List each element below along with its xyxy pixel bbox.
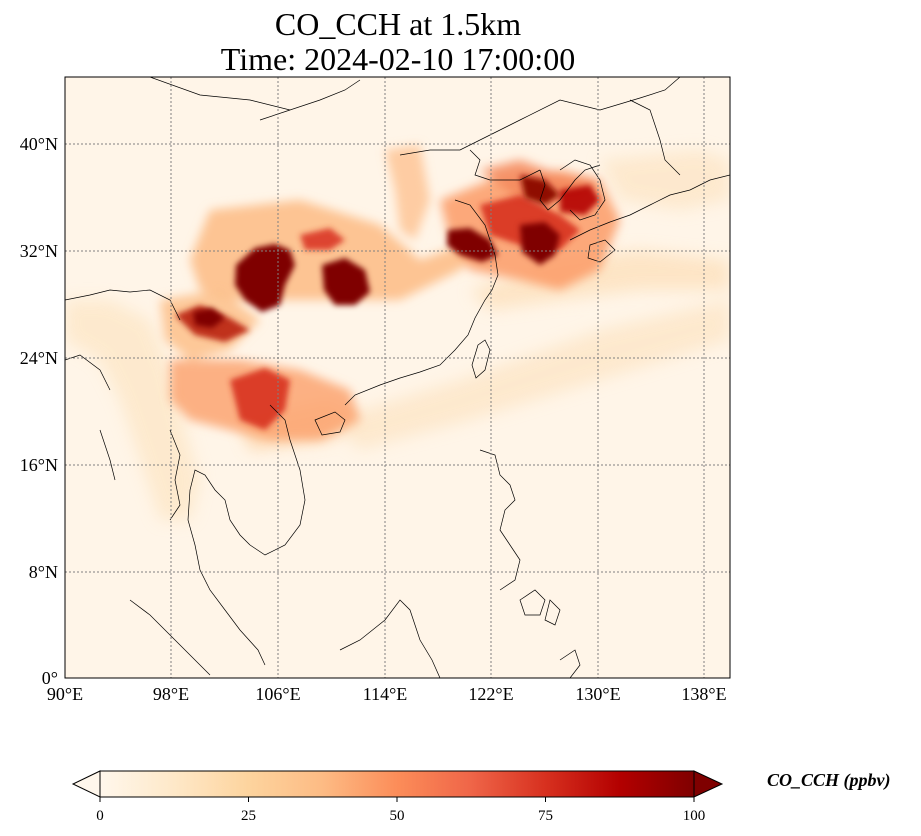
lat-tick-label: 0° — [42, 668, 58, 688]
lon-tick-label: 122°E — [468, 684, 513, 704]
colorbar-gradient — [100, 771, 694, 797]
colorbar-tick-label: 100 — [683, 808, 706, 824]
colorbar-tick-label: 25 — [241, 808, 256, 824]
lon-tick-label: 130°E — [575, 684, 620, 704]
colorbar-tick-label: 75 — [538, 808, 553, 824]
coastlines — [65, 77, 730, 678]
colorbar-extend-max — [693, 770, 724, 798]
lon-tick-label: 98°E — [153, 684, 189, 704]
lon-tick-label: 90°E — [47, 684, 83, 704]
concentration-field — [65, 145, 730, 520]
lat-tick-label: 32°N — [20, 241, 58, 261]
lat-tick-label: 24°N — [20, 348, 58, 368]
colorbar-tick-label: 50 — [390, 808, 405, 824]
lat-tick-label: 16°N — [20, 455, 58, 475]
lon-tick-label: 138°E — [681, 684, 726, 704]
map-title-line2: Time: 2024-02-10 17:00:00 — [220, 41, 576, 77]
map-title-line1: CO_CCH at 1.5km — [274, 6, 522, 42]
lat-axis: 0° 8°N 16°N 24°N 32°N 40°N — [20, 134, 58, 688]
colorbar-title: CO_CCH (ppbv) — [767, 770, 891, 790]
colorbar-extend-min — [71, 770, 101, 798]
lon-axis: 90°E 98°E 106°E 114°E 122°E 130°E 138°E — [47, 684, 727, 704]
lon-tick-label: 114°E — [363, 684, 408, 704]
lat-tick-label: 40°N — [20, 134, 58, 154]
map-frame — [64, 76, 731, 679]
lat-tick-label: 8°N — [29, 562, 58, 582]
colorbar-tick-label: 0 — [96, 808, 104, 824]
lon-tick-label: 106°E — [255, 684, 300, 704]
colorbar: 0 25 50 75 100 — [71, 770, 724, 824]
gridlines — [65, 77, 730, 678]
